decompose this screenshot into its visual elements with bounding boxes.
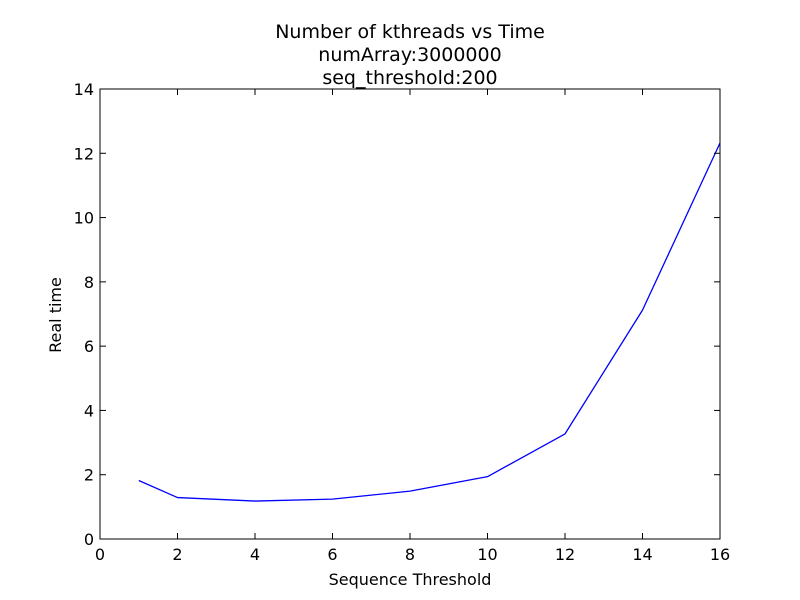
x-tick-label: 12	[555, 545, 575, 564]
x-tick-label: 16	[710, 545, 730, 564]
y-tick-label: 0	[84, 530, 94, 549]
y-tick-label: 10	[74, 209, 94, 228]
y-axis-label: Real time	[46, 277, 65, 353]
x-axis-label: Sequence Threshold	[329, 570, 492, 589]
y-tick-label: 8	[84, 273, 94, 292]
y-tick-label: 14	[74, 80, 94, 99]
data-series-line	[138, 142, 721, 502]
chart-title-line-3: seq_threshold:200	[322, 67, 497, 89]
y-tick-label: 12	[74, 144, 94, 163]
y-tick-label: 4	[84, 401, 94, 420]
y-tick-label: 6	[84, 337, 94, 356]
plot-area: 0 2 4 6 8 10 12 14 16 0 2 4 6 8 10 12 14	[74, 80, 731, 564]
plot-frame	[99, 88, 721, 540]
chart-title-line-1: Number of kthreads vs Time	[275, 21, 545, 43]
x-tick-label: 14	[632, 545, 652, 564]
x-tick-label: 8	[405, 545, 415, 564]
x-tick-label: 0	[95, 545, 105, 564]
x-tick-label: 6	[327, 545, 337, 564]
x-tick-label: 2	[172, 545, 182, 564]
chart-title-line-2: numArray:3000000	[318, 44, 501, 66]
x-tick-label: 4	[250, 545, 260, 564]
y-tick-label: 2	[84, 466, 94, 485]
x-tick-label: 10	[477, 545, 497, 564]
